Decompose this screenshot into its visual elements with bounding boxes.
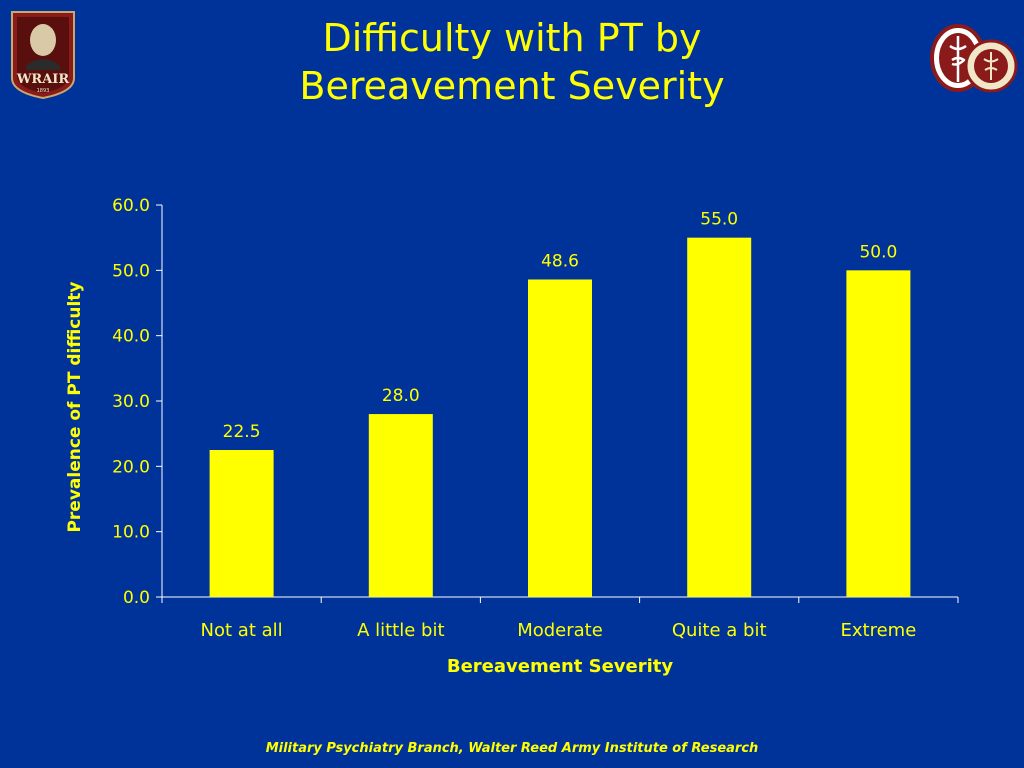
medical-seal-logo <box>930 24 1018 93</box>
bar-value-label: 55.0 <box>700 210 738 230</box>
y-tick-label: 10.0 <box>112 523 150 543</box>
x-category-label: Not at all <box>201 620 283 641</box>
bar-value-label: 50.0 <box>859 242 897 262</box>
wrair-logo: WRAIR 1893 <box>11 11 75 100</box>
y-tick-label: 50.0 <box>112 261 150 281</box>
y-tick-label: 60.0 <box>112 196 150 216</box>
slide-footer: Military Psychiatry Branch, Walter Reed … <box>265 741 759 756</box>
y-tick-label: 40.0 <box>112 327 150 347</box>
bar-value-label: 22.5 <box>223 422 261 442</box>
slide-title-line-2: Bereavement Severity <box>299 64 725 108</box>
y-tick-label: 0.0 <box>123 588 150 608</box>
x-axis-title: Bereavement Severity <box>447 656 674 677</box>
x-category-label: Quite a bit <box>672 620 767 641</box>
bar <box>209 450 274 597</box>
bar <box>687 237 752 597</box>
x-category-label: Moderate <box>517 620 603 641</box>
bar <box>368 414 433 597</box>
x-category-label: Extreme <box>841 620 917 641</box>
slide-title-line-1: Difficulty with PT by <box>322 16 702 60</box>
x-category-label: A little bit <box>357 620 444 641</box>
bar-value-label: 48.6 <box>541 251 579 271</box>
y-tick-label: 30.0 <box>112 392 150 412</box>
wrair-logo-year: 1893 <box>37 88 50 94</box>
bar <box>528 279 592 597</box>
slide-title: Difficulty with PT by Bereavement Severi… <box>212 14 812 110</box>
bar <box>846 270 911 597</box>
y-axis-title: Prevalence of PT difficulty <box>65 281 85 532</box>
y-tick-label: 20.0 <box>112 457 150 477</box>
wrair-logo-text: WRAIR <box>16 72 70 87</box>
bar-value-label: 28.0 <box>382 386 420 406</box>
